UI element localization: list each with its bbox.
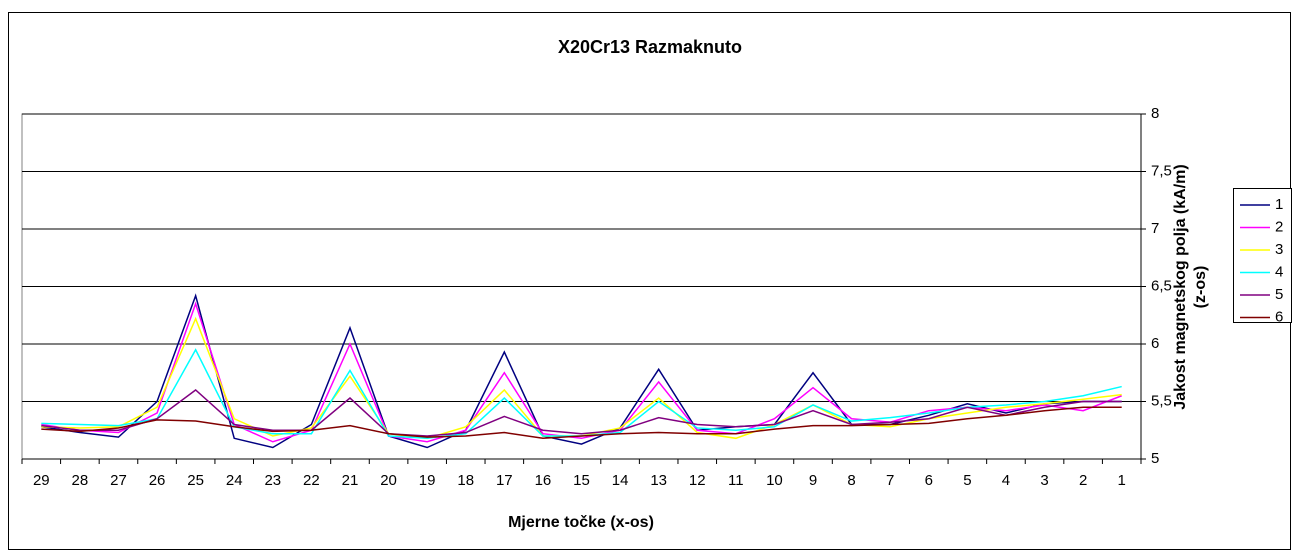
legend-label: 5 bbox=[1275, 286, 1283, 303]
x-tick-label: 3 bbox=[1040, 472, 1048, 489]
series-line bbox=[41, 389, 1122, 437]
x-tick-label: 8 bbox=[847, 472, 855, 489]
x-tick-label: 22 bbox=[303, 472, 320, 489]
x-tick-label: 20 bbox=[380, 472, 397, 489]
legend-label: 1 bbox=[1275, 196, 1283, 213]
x-tick-label: 28 bbox=[72, 472, 89, 489]
x-tick-label: 9 bbox=[809, 472, 817, 489]
x-tick-label: 24 bbox=[226, 472, 243, 489]
y-tick-label: 5 bbox=[1151, 450, 1159, 467]
chart-title: X20Cr13 Razmaknuto bbox=[558, 37, 742, 57]
legend-label: 3 bbox=[1275, 241, 1283, 258]
y-axis-label: Jakost magnetskog polja (kA/m) (z-os) bbox=[1172, 164, 1209, 409]
x-tick-label: 1 bbox=[1118, 472, 1126, 489]
x-axis-label: Mjerne točke (x-os) bbox=[508, 514, 654, 531]
x-tick-label: 27 bbox=[110, 472, 127, 489]
x-tick-label: 25 bbox=[187, 472, 204, 489]
y-tick-label: 7,5 bbox=[1151, 162, 1172, 179]
x-tick-label: 11 bbox=[728, 472, 744, 489]
x-tick-label: 17 bbox=[496, 472, 513, 489]
x-tick-label: 5 bbox=[963, 472, 971, 489]
x-tick-label: 15 bbox=[573, 472, 590, 489]
x-tick-label: 26 bbox=[149, 472, 166, 489]
y-axis-label-line: Jakost magnetskog polja (kA/m) bbox=[1172, 164, 1189, 409]
y-tick-label: 6,5 bbox=[1151, 277, 1172, 294]
x-tick-label: 29 bbox=[33, 472, 50, 489]
y-tick-label: 6 bbox=[1151, 335, 1159, 352]
legend-label: 6 bbox=[1275, 308, 1283, 325]
x-tick-label: 21 bbox=[342, 472, 359, 489]
x-tick-label: 7 bbox=[886, 472, 894, 489]
x-tick-label: 18 bbox=[457, 472, 474, 489]
y-tick-label: 8 bbox=[1151, 105, 1159, 122]
x-tick-label: 23 bbox=[264, 472, 281, 489]
series-line bbox=[41, 406, 1122, 440]
x-tick-label: 10 bbox=[766, 472, 783, 489]
x-tick-label: 16 bbox=[535, 472, 552, 489]
x-tick-label: 6 bbox=[925, 472, 933, 489]
y-tick-label: 5,5 bbox=[1151, 392, 1172, 409]
y-tick-label: 7 bbox=[1151, 220, 1159, 237]
x-tick-label: 4 bbox=[1002, 472, 1010, 489]
x-tick-label: 12 bbox=[689, 472, 706, 489]
legend bbox=[1233, 188, 1292, 323]
legend-label: 2 bbox=[1275, 218, 1283, 235]
x-tick-label: 13 bbox=[650, 472, 667, 489]
x-tick-label: 14 bbox=[612, 472, 629, 489]
legend-label: 4 bbox=[1275, 263, 1283, 280]
y-axis-label-line: (z-os) bbox=[1192, 266, 1209, 309]
x-tick-label: 19 bbox=[419, 472, 436, 489]
x-tick-label: 2 bbox=[1079, 472, 1087, 489]
